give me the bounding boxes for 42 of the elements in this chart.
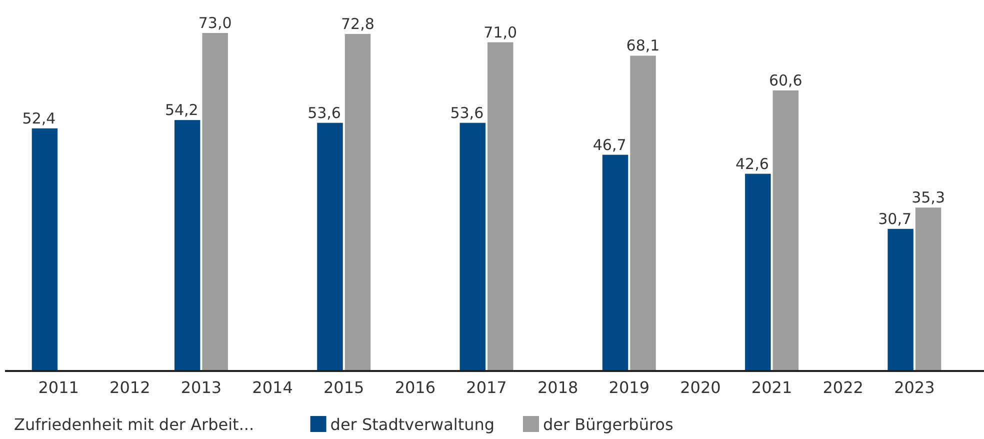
- bar: [317, 122, 343, 371]
- data-label: 52,4: [22, 109, 56, 128]
- bar: [602, 154, 628, 371]
- bar: [344, 34, 371, 371]
- data-label: 46,7: [592, 136, 626, 154]
- bar: [174, 120, 200, 371]
- data-label: 54,2: [164, 101, 198, 120]
- data-label: 42,6: [736, 154, 769, 173]
- data-label: 53,6: [308, 104, 341, 122]
- x-tick-label: 2011: [38, 378, 79, 397]
- legend-label: der Stadtverwaltung: [330, 415, 495, 434]
- x-tick-label: 2015: [324, 378, 364, 397]
- data-label: 68,1: [626, 36, 660, 55]
- legend-label: der Bürgerbüros: [543, 415, 674, 434]
- x-tick-label: 2022: [822, 378, 864, 397]
- bar: [915, 208, 942, 371]
- bar: [488, 42, 514, 371]
- legend-title: Zufriedenheit mit der Arbeit...: [14, 415, 254, 434]
- x-tick-label: 2012: [110, 378, 150, 397]
- bar: [630, 56, 656, 371]
- bar: [745, 174, 771, 371]
- bar: [888, 228, 914, 371]
- bar: [32, 128, 58, 371]
- data-label: 73,0: [198, 14, 232, 32]
- x-tick-label: 2014: [252, 378, 293, 397]
- x-tick-label: 2013: [180, 378, 222, 397]
- data-label: 71,0: [484, 23, 518, 42]
- data-label: 35,3: [912, 188, 945, 207]
- x-tick-label: 2020: [680, 378, 721, 397]
- bar: [460, 122, 486, 371]
- x-tick-label: 2019: [608, 378, 650, 397]
- bar: [772, 90, 799, 371]
- x-tick-label: 2016: [394, 378, 436, 397]
- data-label: 53,6: [450, 104, 484, 122]
- x-tick-label: 2017: [466, 378, 507, 397]
- x-tick-label: 2021: [751, 378, 792, 397]
- bar: [202, 33, 228, 371]
- data-label: 72,8: [341, 14, 374, 33]
- x-tick-label: 2023: [894, 378, 935, 397]
- x-tick-label: 2018: [537, 378, 578, 397]
- data-label: 30,7: [878, 210, 912, 228]
- data-label: 60,6: [768, 71, 802, 90]
